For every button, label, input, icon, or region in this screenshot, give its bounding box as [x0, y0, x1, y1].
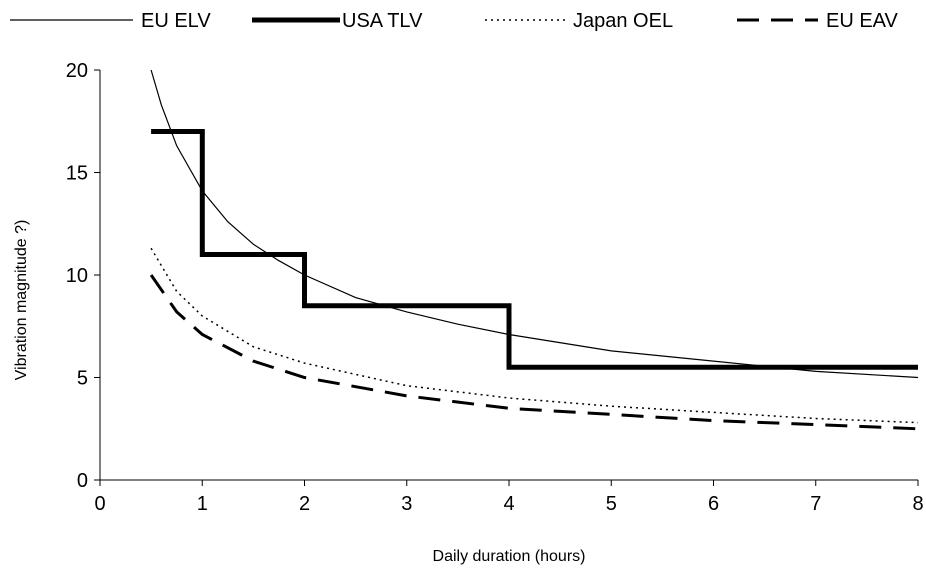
x-tick-label: 0 — [94, 493, 105, 515]
legend-item: Japan OEL — [485, 10, 673, 32]
x-tick-label: 3 — [401, 493, 412, 515]
y-tick-label: 10 — [66, 265, 88, 287]
y-axis-title: Vibration magnitude ?) — [13, 220, 30, 381]
x-axis-ticks: 0 1 2 3 4 5 6 7 8 — [94, 480, 924, 515]
legend-label: Japan OEL — [573, 10, 673, 32]
series-line-eu-eav — [149, 274, 919, 431]
y-axis-ticks: 0 5 10 15 20 — [66, 60, 100, 492]
legend-item: USA TLV — [252, 10, 423, 32]
x-tick-label: 8 — [912, 493, 923, 515]
x-tick-label: 4 — [503, 493, 514, 515]
x-axis-title: Daily duration (hours) — [433, 548, 586, 565]
y-tick-label: 20 — [66, 60, 88, 82]
legend-item: EU ELV — [10, 10, 211, 32]
legend-item: EU EAV — [737, 10, 899, 32]
series-line-usa-tlv — [151, 129, 918, 370]
axes — [99, 70, 918, 481]
legend-label: EU ELV — [141, 10, 211, 32]
x-tick-label: 2 — [299, 493, 310, 515]
x-tick-label: 1 — [197, 493, 208, 515]
series-line-eu-elv — [150, 69, 919, 379]
series-line-japan-oel — [150, 247, 919, 424]
x-tick-label: 7 — [810, 493, 821, 515]
y-tick-label: 15 — [66, 163, 88, 185]
legend: EU ELV USA TLV Japan OEL EU EAV — [10, 10, 899, 32]
y-tick-label: 5 — [77, 368, 88, 390]
legend-label: EU EAV — [826, 10, 899, 32]
series-layer — [149, 69, 919, 431]
x-tick-label: 6 — [708, 493, 719, 515]
y-tick-label: 0 — [77, 470, 88, 492]
x-tick-label: 5 — [606, 493, 617, 515]
legend-label: USA TLV — [342, 10, 423, 32]
